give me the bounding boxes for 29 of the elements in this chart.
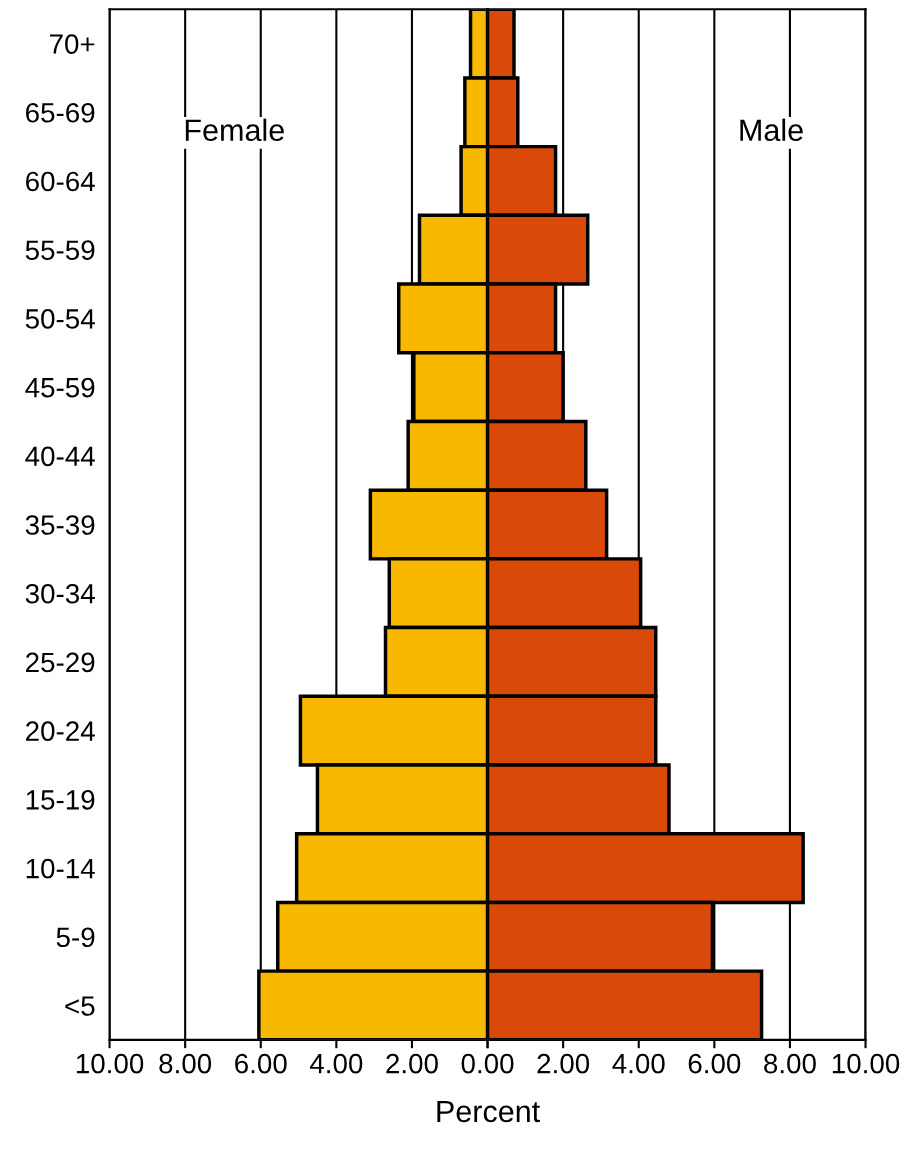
y-tick-label: 60-64 [26, 171, 95, 192]
x-tick-label: 0.00 [461, 1053, 514, 1074]
text: Female [185, 118, 284, 142]
text: Male [740, 118, 803, 142]
x-tick-label: 8.00 [159, 1053, 212, 1074]
y-tick-label: 20-24 [26, 721, 95, 741]
y-tick-label: 45-59 [25, 377, 95, 398]
x-tick-label: 10.00 [76, 1053, 144, 1074]
y-tick-label: 70+ [49, 34, 95, 54]
x-tick-label: 4.00 [612, 1053, 665, 1074]
y-tick-label: 55-59 [25, 240, 95, 261]
y-tick-label: 30-34 [25, 583, 95, 604]
x-tick-label: 8.00 [764, 1053, 816, 1074]
x-tick-label: 10.00 [832, 1053, 900, 1074]
y-tick-label: 5-9 [56, 927, 95, 948]
y-tick-label: 10-14 [26, 858, 95, 879]
y-tick-label: <5 [65, 996, 95, 1016]
y-tick-label: 40-44 [25, 446, 95, 467]
x-tick-label: 2.00 [537, 1053, 590, 1074]
x-tick-label: 4.00 [309, 1053, 363, 1074]
x-tick-label: 2.00 [386, 1053, 438, 1074]
x-axis-title: Percent [437, 1100, 540, 1123]
x-tick-label: 6.00 [235, 1053, 287, 1074]
y-tick-label: 35-39 [25, 515, 95, 535]
y-tick-label: 65-69 [26, 102, 95, 123]
y-tick-label: 25-29 [26, 652, 95, 673]
y-tick-label: 15-19 [26, 790, 95, 810]
x-tick-label: 6.00 [688, 1053, 741, 1074]
y-tick-label: 50-54 [25, 309, 95, 329]
